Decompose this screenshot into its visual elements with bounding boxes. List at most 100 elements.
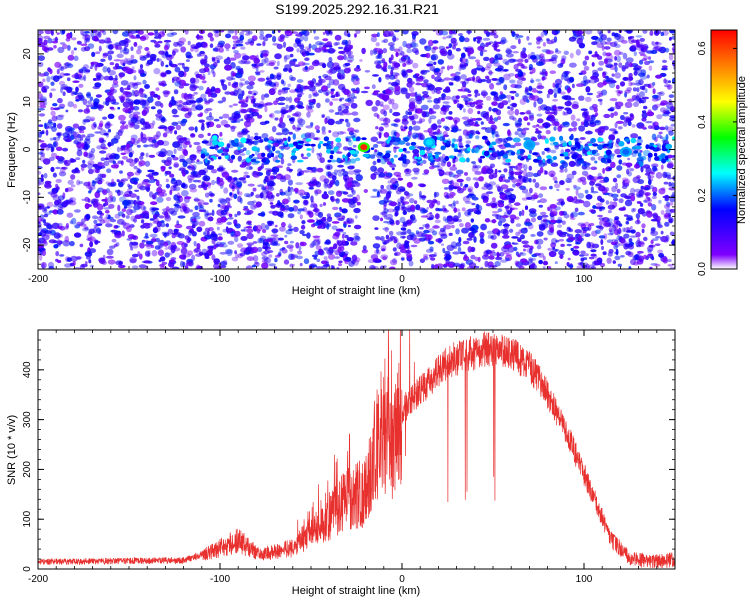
heatmap-cell: [132, 138, 139, 146]
heatmap-cell: [253, 140, 259, 146]
heatmap-cell: [329, 159, 337, 163]
heatmap-cell: [70, 158, 77, 163]
heatmap-cell: [96, 145, 103, 150]
heatmap-cell: [247, 75, 256, 82]
heatmap-cell: [250, 191, 254, 196]
heatmap-cell: [266, 191, 273, 196]
heatmap-cell: [468, 56, 477, 60]
heatmap-cell: [133, 124, 140, 130]
heatmap-cell: [164, 170, 172, 175]
heatmap-cell: [444, 250, 451, 255]
heatmap-cell: [276, 43, 283, 50]
heatmap-cell: [73, 47, 77, 51]
heatmap-cell: [308, 186, 314, 190]
heatmap-cell: [194, 47, 199, 53]
heatmap-cell: [420, 118, 426, 123]
heatmap-cell: [608, 134, 616, 141]
heatmap-cell: [276, 165, 284, 169]
heatmap-cell: [387, 180, 392, 184]
heatmap-cell: [91, 51, 96, 58]
heatmap-cell: [385, 234, 390, 240]
heatmap-cell: [587, 264, 595, 269]
heatmap-cell: [612, 177, 618, 183]
heatmap-cell: [154, 100, 162, 107]
heatmap-cell: [426, 207, 430, 210]
heatmap-cell: [224, 205, 232, 209]
heatmap-cell: [52, 172, 58, 178]
heatmap-cell: [240, 67, 244, 75]
heatmap-cell: [464, 222, 471, 229]
heatmap-cell: [423, 169, 430, 175]
heatmap-cell: [460, 74, 467, 80]
heatmap-cell: [575, 189, 579, 196]
heatmap-cell: [154, 225, 161, 233]
heatmap-cell: [406, 48, 413, 54]
heatmap-cell: [539, 186, 548, 191]
heatmap-cell: [485, 249, 491, 256]
heatmap-cell: [76, 134, 82, 139]
heatmap-cell: [400, 125, 404, 131]
heatmap-cell: [584, 189, 589, 194]
heatmap-cell: [187, 111, 193, 116]
heatmap-cell: [173, 194, 179, 201]
heatmap-cell: [184, 265, 189, 269]
heatmap-cell: [452, 215, 459, 223]
heatmap-cell: [131, 265, 139, 269]
heatmap-cell: [583, 80, 587, 87]
heatmap-cell: [39, 30, 43, 35]
heatmap-cell: [370, 254, 379, 260]
heatmap-cell: [324, 42, 332, 48]
heatmap-cell: [628, 37, 632, 41]
heatmap-cell: [266, 220, 274, 225]
heatmap-cell: [38, 140, 45, 143]
heatmap-cell: [664, 84, 671, 88]
heatmap-cell: [437, 208, 444, 212]
heatmap-cell: [268, 136, 275, 142]
heatmap-cell: [453, 207, 457, 213]
heatmap-cell: [274, 117, 279, 121]
heatmap-cell: [406, 205, 412, 211]
heatmap-cell: [52, 194, 60, 201]
heatmap-cell: [528, 178, 532, 183]
heatmap-cell: [170, 210, 177, 216]
heatmap-cell: [573, 126, 578, 130]
heatmap-cell: [582, 75, 588, 83]
heatmap-cell: [378, 126, 384, 132]
heatmap-cell: [334, 212, 342, 218]
heatmap-cell: [71, 37, 77, 41]
heatmap-cell: [180, 247, 188, 254]
heatmap-cell: [127, 233, 135, 240]
heatmap-cell: [48, 265, 55, 269]
heatmap-cell: [223, 58, 231, 65]
heatmap-cell: [331, 49, 337, 52]
heatmap-cell: [316, 167, 324, 173]
heatmap-cell: [387, 208, 395, 213]
heatmap-cell: [477, 256, 481, 263]
heatmap-cell: [414, 108, 418, 114]
heatmap-cell: [289, 186, 294, 190]
heatmap-cell: [642, 164, 651, 169]
heatmap-cell: [181, 118, 188, 124]
heatmap-cell: [347, 224, 351, 228]
heatmap-cell: [154, 36, 160, 39]
heatmap-cell: [335, 190, 343, 197]
heatmap-cell: [474, 181, 479, 189]
heatmap-cell: [302, 233, 307, 237]
heatmap-cell: [482, 93, 486, 99]
heatmap-cell: [84, 261, 88, 265]
heatmap-cell: [139, 253, 143, 260]
heatmap-cell: [440, 50, 448, 57]
heatmap-cell: [411, 176, 418, 180]
heatmap-cell: [311, 254, 318, 258]
heatmap-cell: [111, 229, 116, 234]
heatmap-cell: [130, 59, 138, 64]
heatmap-cell: [634, 67, 642, 74]
heatmap-cell: [321, 193, 329, 200]
heatmap-cell: [92, 121, 97, 128]
heatmap-cell: [204, 213, 209, 220]
heatmap-cell: [262, 41, 266, 47]
heatmap-cell: [428, 109, 435, 115]
heatmap-cell: [400, 231, 407, 236]
heatmap-cell: [347, 59, 353, 63]
heatmap-cell: [639, 59, 644, 65]
